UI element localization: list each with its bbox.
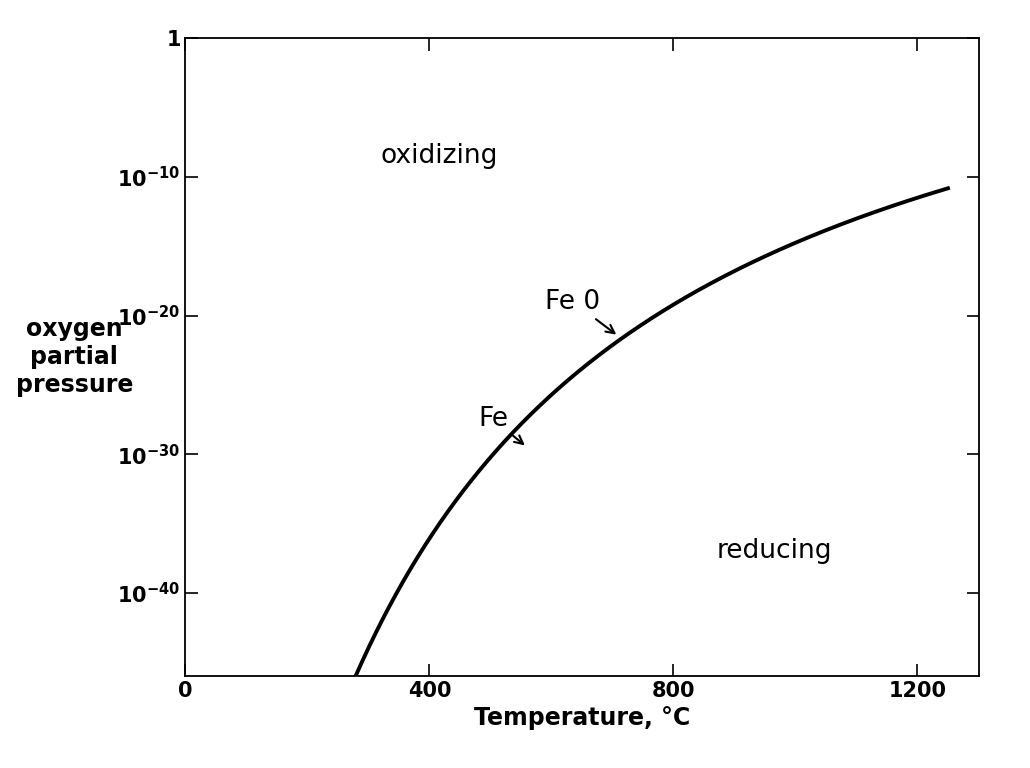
X-axis label: Temperature, °C: Temperature, °C [474,707,690,730]
Text: Fe 0: Fe 0 [545,289,615,333]
Text: Fe: Fe [478,406,523,444]
Y-axis label: oxygen
partial
pressure: oxygen partial pressure [15,317,133,397]
Text: oxidizing: oxidizing [381,143,497,169]
Text: reducing: reducing [716,538,831,564]
